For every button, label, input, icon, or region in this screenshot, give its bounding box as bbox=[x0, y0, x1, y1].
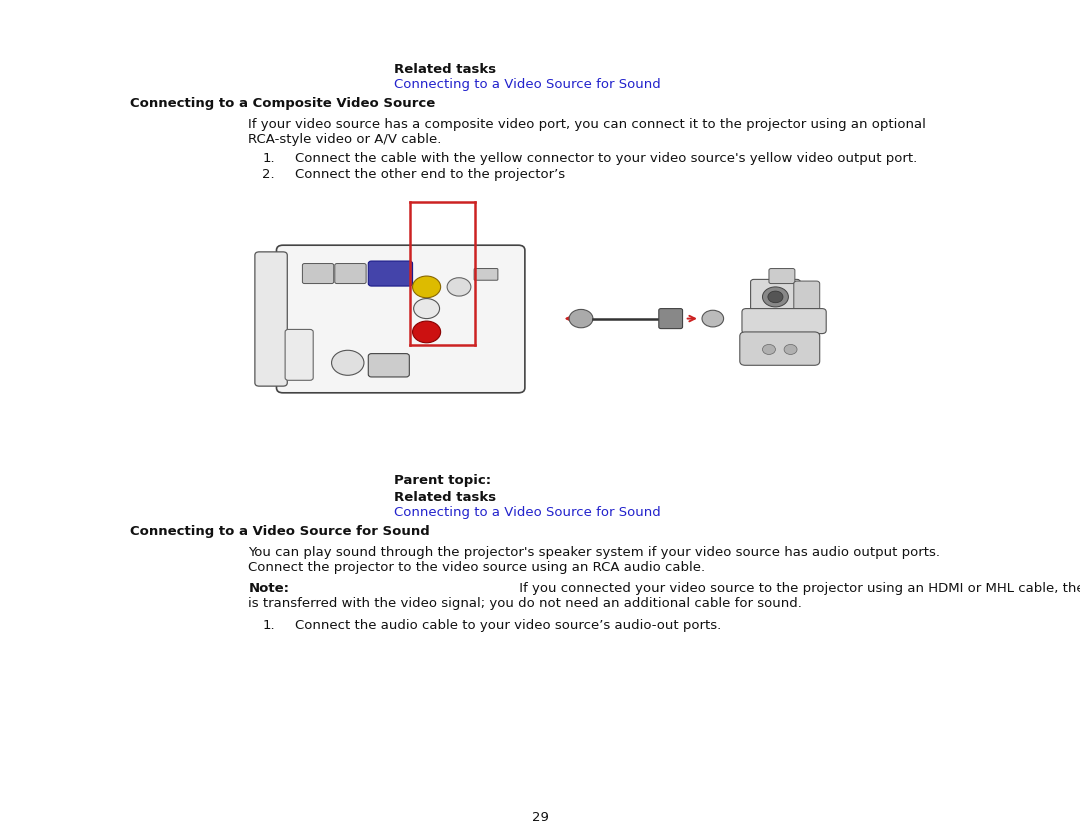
Text: 1.: 1. bbox=[262, 619, 275, 632]
Text: If you connected your video source to the projector using an HDMI or MHL cable, : If you connected your video source to th… bbox=[515, 582, 1080, 595]
Text: You can play sound through the projector's speaker system if your video source h: You can play sound through the projector… bbox=[248, 546, 941, 560]
Circle shape bbox=[569, 309, 593, 328]
Text: Connecting to a Composite Video Source: Connecting to a Composite Video Source bbox=[130, 97, 435, 110]
FancyBboxPatch shape bbox=[742, 309, 826, 334]
Text: Related tasks: Related tasks bbox=[394, 491, 497, 505]
FancyBboxPatch shape bbox=[302, 264, 334, 284]
Text: 1.: 1. bbox=[262, 152, 275, 165]
Text: If your video source has a composite video port, you can connect it to the proje: If your video source has a composite vid… bbox=[248, 118, 927, 131]
FancyBboxPatch shape bbox=[474, 269, 498, 280]
Circle shape bbox=[447, 278, 471, 296]
Circle shape bbox=[768, 291, 783, 303]
Text: Connecting to a Video Source for Sound: Connecting to a Video Source for Sound bbox=[394, 78, 661, 92]
Circle shape bbox=[413, 321, 441, 343]
Text: 2.: 2. bbox=[262, 168, 275, 182]
Text: Connect the projector to the video source using an RCA audio cable.: Connect the projector to the video sourc… bbox=[248, 561, 705, 575]
Text: Connect the cable with the yellow connector to your video source's yellow video : Connect the cable with the yellow connec… bbox=[295, 152, 917, 165]
Circle shape bbox=[414, 299, 440, 319]
FancyBboxPatch shape bbox=[285, 329, 313, 380]
Circle shape bbox=[702, 310, 724, 327]
FancyBboxPatch shape bbox=[276, 245, 525, 393]
FancyBboxPatch shape bbox=[368, 354, 409, 377]
Circle shape bbox=[784, 344, 797, 354]
Text: Connecting to a Video Source for Sound: Connecting to a Video Source for Sound bbox=[130, 525, 430, 539]
Text: Related tasks: Related tasks bbox=[394, 63, 497, 77]
Text: Connect the audio cable to your video source’s audio-out ports.: Connect the audio cable to your video so… bbox=[295, 619, 721, 632]
FancyBboxPatch shape bbox=[740, 332, 820, 365]
Text: 29: 29 bbox=[531, 811, 549, 824]
Circle shape bbox=[762, 344, 775, 354]
Text: is transferred with the video signal; you do not need an additional cable for so: is transferred with the video signal; yo… bbox=[248, 597, 802, 610]
Text: RCA-style video or A/V cable.: RCA-style video or A/V cable. bbox=[248, 133, 442, 146]
Text: Note:: Note: bbox=[248, 582, 289, 595]
FancyBboxPatch shape bbox=[255, 252, 287, 386]
Text: Parent topic:: Parent topic: bbox=[394, 474, 496, 487]
Text: Connecting to a Video Source for Sound: Connecting to a Video Source for Sound bbox=[394, 506, 661, 520]
Circle shape bbox=[762, 287, 788, 307]
FancyBboxPatch shape bbox=[794, 281, 820, 311]
FancyBboxPatch shape bbox=[769, 269, 795, 284]
FancyBboxPatch shape bbox=[659, 309, 683, 329]
FancyBboxPatch shape bbox=[368, 261, 413, 286]
Circle shape bbox=[332, 350, 364, 375]
Circle shape bbox=[413, 276, 441, 298]
FancyBboxPatch shape bbox=[335, 264, 366, 284]
Text: Connect the other end to the projector’s: Connect the other end to the projector’s bbox=[295, 168, 569, 182]
FancyBboxPatch shape bbox=[751, 279, 800, 314]
